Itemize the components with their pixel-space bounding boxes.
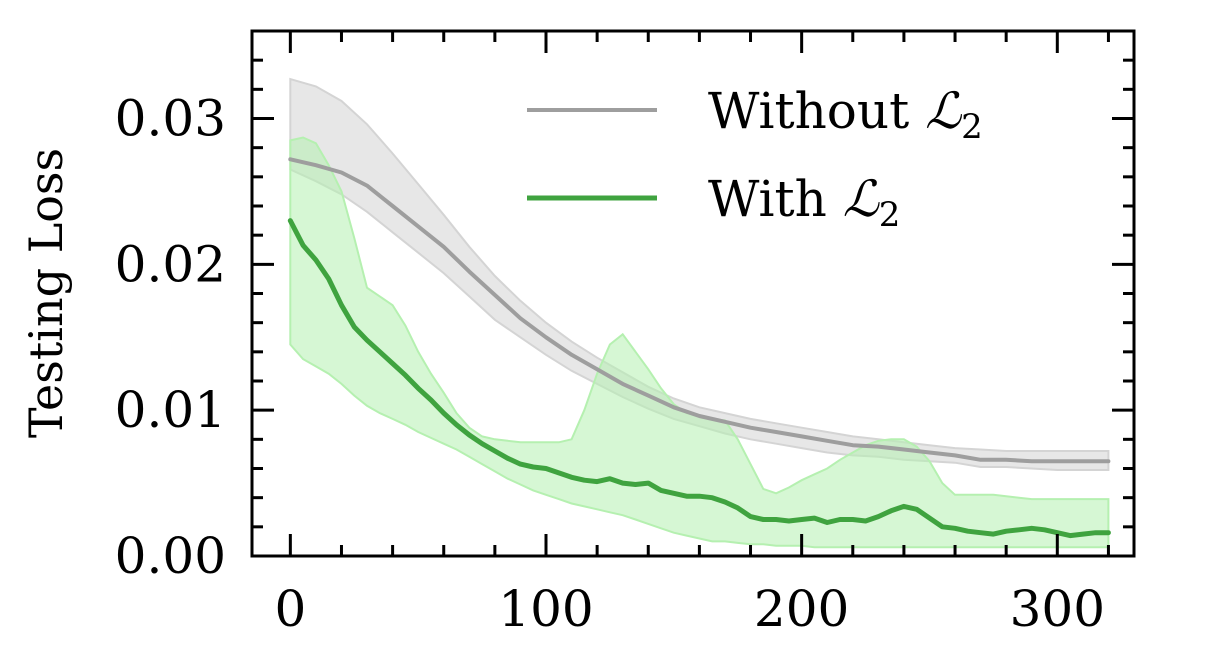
line-series-0	[288, 157, 1111, 464]
y-tick-label: 0.02	[115, 235, 226, 293]
y-tick-label: 0.01	[115, 381, 226, 439]
band-series-0	[289, 77, 1110, 471]
confidence-bands	[289, 77, 1110, 549]
x-tick-label: 100	[498, 580, 593, 638]
y-tick-label: 0.00	[115, 527, 226, 585]
tick-labels: 0 100 200 300 0.00 0.01 0.02 0.03	[115, 90, 1105, 639]
legend-label-0: Without ℒ2	[708, 82, 983, 147]
x-tick-label: 200	[754, 580, 849, 638]
y-axis-label: Testing Loss	[19, 148, 73, 438]
x-tick-label: 0	[274, 580, 306, 638]
plot-frame	[250, 29, 1136, 558]
axis-ticks	[252, 31, 1134, 558]
legend: Without ℒ2 With ℒ2	[527, 82, 983, 235]
y-tick-label: 0.03	[115, 90, 226, 148]
x-tick-label: 300	[1010, 580, 1105, 638]
series-lines	[287, 157, 1111, 539]
legend-label-1: With ℒ2	[708, 170, 900, 235]
line-series-1	[287, 218, 1111, 539]
